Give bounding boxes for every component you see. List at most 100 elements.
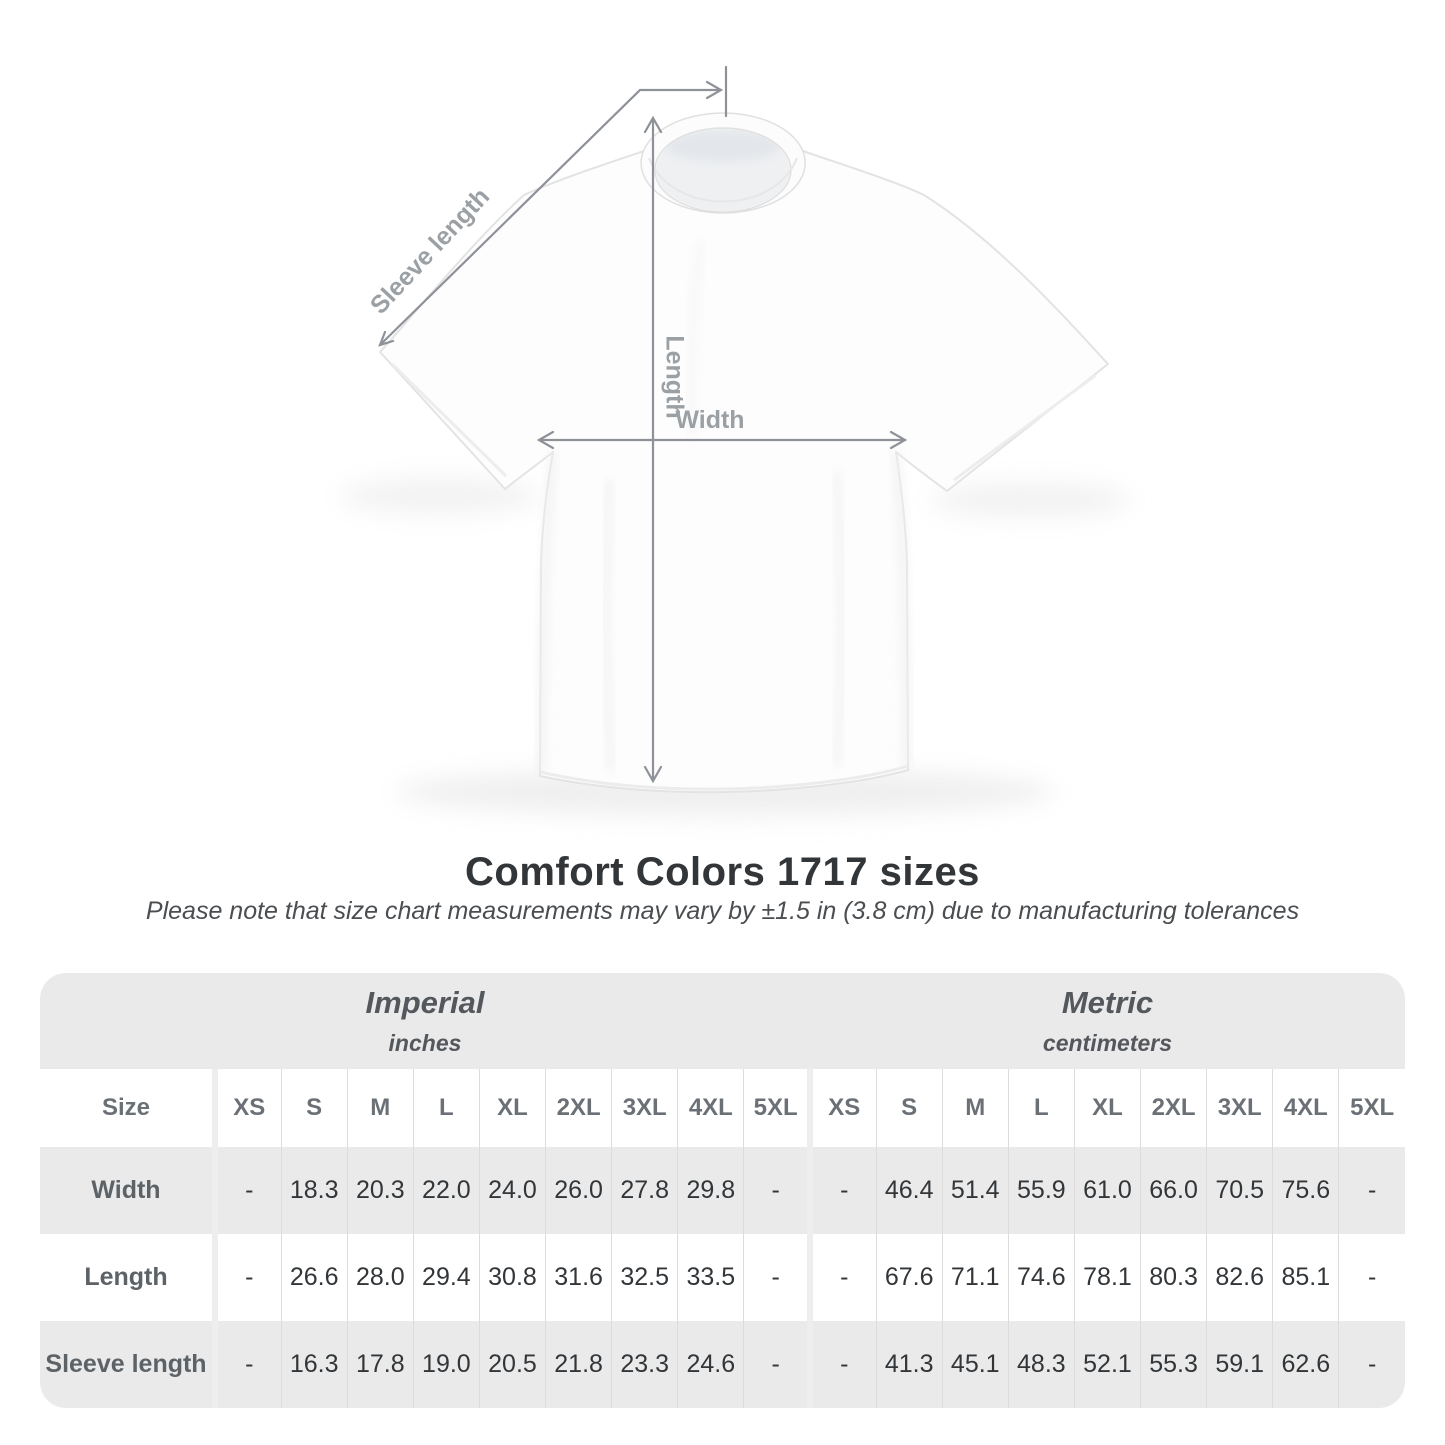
size-header-imperial-3xl: 3XL [611,1069,678,1147]
table-cell: 62.6 [1272,1321,1339,1408]
table-cell: 22.0 [412,1147,480,1234]
table-cell: - [211,1147,282,1234]
table-cell: 26.0 [545,1147,612,1234]
table-cell: - [1338,1321,1405,1408]
table-cell: 55.9 [1007,1147,1075,1234]
length-label: Length [660,335,688,418]
table-cell: - [211,1321,282,1408]
collar [640,112,806,214]
table-cell: 80.3 [1140,1234,1207,1321]
sleeve-length-arrow [378,65,728,347]
tolerance-note: Please note that size chart measurements… [145,897,1300,925]
page-title: Comfort Colors 1717 sizes [465,850,980,894]
table-cell: 74.6 [1007,1234,1075,1321]
table-cell: 20.5 [478,1321,546,1408]
imperial-title: Imperial [365,985,485,1020]
size-header-imperial-5xl: 5XL [743,1069,810,1147]
table-cell: 46.4 [875,1147,943,1234]
table-row-length: Length - 26.6 28.0 29.4 30.8 31.6 32.5 3… [40,1234,1405,1321]
size-header-metric-5xl: 5XL [1338,1069,1405,1147]
width-label: Width [675,406,744,434]
table-cell: - [743,1147,810,1234]
table-row-width: Width - 18.3 20.3 22.0 24.0 26.0 27.8 29… [40,1147,1405,1234]
table-cell: 21.8 [545,1321,612,1408]
size-header-imperial-s: S [280,1069,348,1147]
size-header-metric-2xl: 2XL [1140,1069,1207,1147]
size-header-imperial-2xl: 2XL [545,1069,612,1147]
row-label-sleeve-length: Sleeve length [45,1350,207,1378]
tshirt-photo [379,112,1109,794]
table-cell: 16.3 [280,1321,348,1408]
table-cell: 55.3 [1140,1321,1207,1408]
size-header-imperial-l: L [412,1069,480,1147]
size-header-metric-xs: XS [806,1069,877,1147]
table-cell: 67.6 [875,1234,943,1321]
size-header-metric-4xl: 4XL [1272,1069,1339,1147]
table-cell: 31.6 [545,1234,612,1321]
table-cell: 66.0 [1140,1147,1207,1234]
size-column-header: Size [40,1069,215,1147]
table-cell: 23.3 [611,1321,678,1408]
row-label-width: Width [91,1176,161,1204]
table-cell: - [806,1234,877,1321]
size-header-imperial-4xl: 4XL [677,1069,744,1147]
table-cell: 19.0 [412,1321,480,1408]
size-header-metric-s: S [875,1069,943,1147]
size-header-metric-xl: XL [1073,1069,1141,1147]
table-cell: 33.5 [677,1234,744,1321]
table-cell: 17.8 [346,1321,414,1408]
size-header-metric-3xl: 3XL [1206,1069,1273,1147]
metric-header: Metric centimeters [809,973,1405,1069]
size-header-metric-l: L [1007,1069,1075,1147]
size-header-imperial-m: M [346,1069,414,1147]
tshirt-measurement-diagram: Sleeve length Length Width [340,65,1130,816]
fabric-shading [390,239,1097,791]
table-cell: - [743,1234,810,1321]
table-cell: 18.3 [280,1147,348,1234]
table-cell: 85.1 [1272,1234,1339,1321]
table-cell: 32.5 [611,1234,678,1321]
table-cell: - [806,1321,877,1408]
size-table: Imperial inches Metric centimeters Size … [40,973,1405,1408]
metric-title: Metric [1061,985,1154,1020]
table-cell: - [211,1234,282,1321]
tshirt-body [379,150,1109,794]
table-cell: 70.5 [1206,1147,1273,1234]
size-header-imperial-xl: XL [478,1069,546,1147]
row-label-length: Length [84,1263,168,1291]
size-header-imperial-xs: XS [211,1069,282,1147]
size-header-metric-m: M [941,1069,1009,1147]
table-cell: 24.6 [677,1321,744,1408]
table-cell: 29.4 [412,1234,480,1321]
table-cell: 51.4 [941,1147,1009,1234]
table-cell: 82.6 [1206,1234,1273,1321]
metric-unit: centimeters [1042,1030,1173,1056]
table-cell: 59.1 [1206,1321,1273,1408]
table-cell: - [743,1321,810,1408]
table-cell: 29.8 [677,1147,744,1234]
table-cell: 75.6 [1272,1147,1339,1234]
table-cell: 61.0 [1073,1147,1141,1234]
width-arrow [536,430,908,450]
table-cell: - [1338,1234,1405,1321]
table-cell: 45.1 [941,1321,1009,1408]
table-cell: 24.0 [478,1147,546,1234]
table-cell: 52.1 [1073,1321,1141,1408]
unit-system-row: Imperial inches Metric centimeters [40,973,1405,1069]
table-cell: 71.1 [941,1234,1009,1321]
table-cell: 78.1 [1073,1234,1141,1321]
table-cell: 28.0 [346,1234,414,1321]
table-cell: - [1338,1147,1405,1234]
table-cell: 20.3 [346,1147,414,1234]
size-table-card: Imperial inches Metric centimeters Size … [40,973,1405,1408]
table-row-sleeve-length: Sleeve length - 16.3 17.8 19.0 20.5 21.8… [40,1321,1405,1408]
table-cell: 30.8 [478,1234,546,1321]
table-cell: 26.6 [280,1234,348,1321]
table-cell: - [806,1147,877,1234]
measurement-arrows [378,65,908,784]
table-cell: 48.3 [1007,1321,1075,1408]
imperial-unit: inches [388,1030,462,1056]
imperial-header: Imperial inches [40,973,810,1069]
length-arrow [643,115,663,784]
